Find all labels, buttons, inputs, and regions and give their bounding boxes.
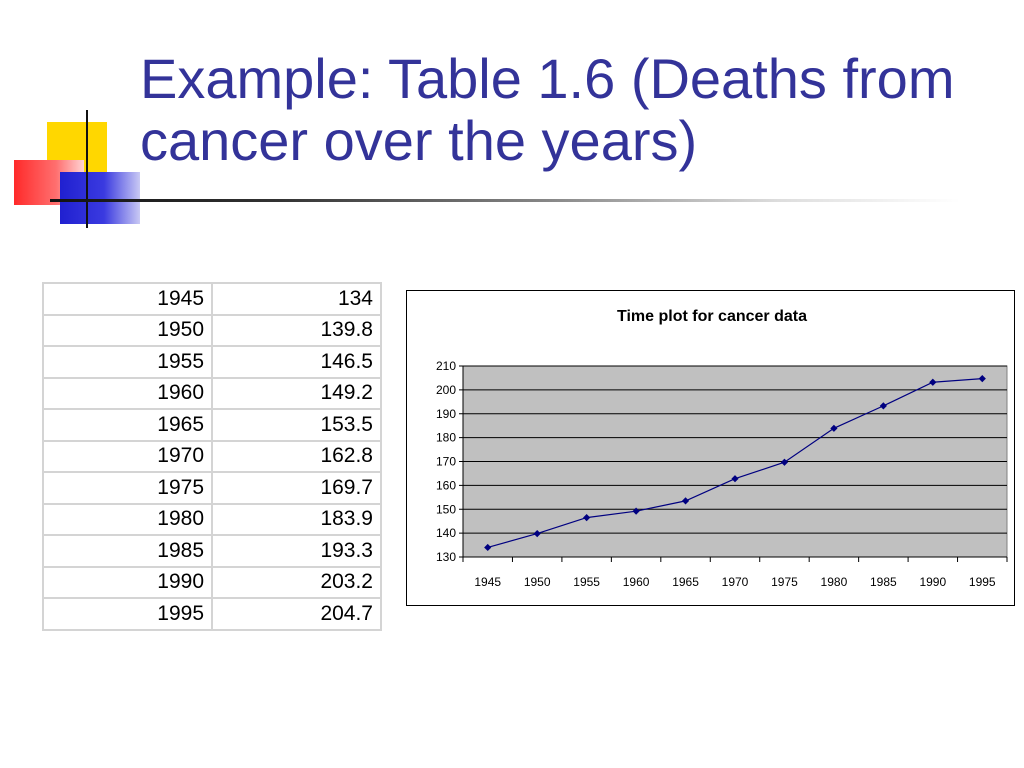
table-cell-year: 1995 — [42, 597, 213, 631]
y-tick-label: 140 — [436, 526, 456, 540]
x-tick-label: 1975 — [771, 575, 798, 589]
table-cell-value: 169.7 — [211, 471, 382, 505]
logo-vertical-line — [86, 110, 88, 228]
line-chart: Time plot for cancer data 130 140 150 160 170… — [436, 308, 1008, 589]
table-row: 1985 193.3 — [42, 534, 382, 568]
table-cell-year: 1960 — [42, 376, 213, 410]
x-tick-label: 1955 — [573, 575, 600, 589]
chart-frame: Time plot for cancer data 130 140 150 160 170… — [406, 290, 1015, 606]
x-tick-label: 1965 — [672, 575, 699, 589]
table-cell-value: 149.2 — [211, 376, 382, 410]
y-tick-label: 210 — [436, 359, 456, 373]
table-cell-year: 1975 — [42, 471, 213, 505]
table-row: 1970 162.8 — [42, 439, 382, 473]
table-cell-year: 1950 — [42, 313, 213, 347]
y-tick-label: 170 — [436, 455, 456, 469]
table-cell-value: 183.9 — [211, 502, 382, 536]
data-point-marker — [978, 375, 986, 383]
y-tick-label: 160 — [436, 478, 456, 492]
table-cell-value: 204.7 — [211, 597, 382, 631]
table-row: 1980 183.9 — [42, 502, 382, 536]
table-cell-value: 153.5 — [211, 408, 382, 442]
table-row: 1995 204.7 — [42, 597, 382, 631]
x-tick-label: 1980 — [821, 575, 848, 589]
data-point-marker — [830, 424, 838, 432]
decorative-logo — [0, 0, 150, 240]
table-cell-year: 1965 — [42, 408, 213, 442]
x-tick-label: 1945 — [474, 575, 501, 589]
table-cell-year: 1990 — [42, 565, 213, 599]
table-cell-value: 146.5 — [211, 345, 382, 379]
data-table: 1945 134 1950 139.8 1955 146.5 1960 149.2 1965 15… — [42, 282, 382, 631]
x-tick-label: 1985 — [870, 575, 897, 589]
x-tick-label: 1970 — [722, 575, 749, 589]
table-cell-year: 1955 — [42, 345, 213, 379]
x-tick-label: 1950 — [524, 575, 551, 589]
chart-title: Time plot for cancer data — [617, 308, 807, 325]
table-cell-value: 162.8 — [211, 439, 382, 473]
data-point-marker — [731, 475, 739, 483]
table-cell-value: 203.2 — [211, 565, 382, 599]
x-tick-label: 1990 — [919, 575, 946, 589]
table-row: 1965 153.5 — [42, 408, 382, 442]
table-cell-year: 1980 — [42, 502, 213, 536]
data-point-marker — [681, 497, 690, 505]
table-row: 1960 149.2 — [42, 376, 382, 410]
x-tick-label: 1995 — [969, 575, 996, 589]
y-tick-label: 130 — [436, 550, 456, 564]
title-underline — [50, 199, 960, 202]
y-tick-label: 190 — [436, 407, 456, 421]
data-point-marker — [780, 458, 789, 466]
table-row: 1950 139.8 — [42, 313, 382, 347]
logo-blue-square — [60, 172, 140, 224]
table-cell-year: 1945 — [42, 282, 213, 316]
y-tick-label: 150 — [436, 502, 456, 516]
table-row: 1955 146.5 — [42, 345, 382, 379]
table-cell-year: 1970 — [42, 439, 213, 473]
table-row: 1945 134 — [42, 282, 382, 316]
table-cell-value: 134 — [211, 282, 382, 316]
slide-title: Example: Table 1.6 (Deaths from cancer o… — [140, 47, 955, 172]
y-tick-label: 200 — [436, 383, 456, 397]
y-tick-label: 180 — [436, 431, 456, 445]
table-cell-value: 193.3 — [211, 534, 382, 568]
table-row: 1990 203.2 — [42, 565, 382, 599]
table-cell-year: 1985 — [42, 534, 213, 568]
table-cell-value: 139.8 — [211, 313, 382, 347]
table-row: 1975 169.7 — [42, 471, 382, 505]
x-tick-label: 1960 — [623, 575, 650, 589]
